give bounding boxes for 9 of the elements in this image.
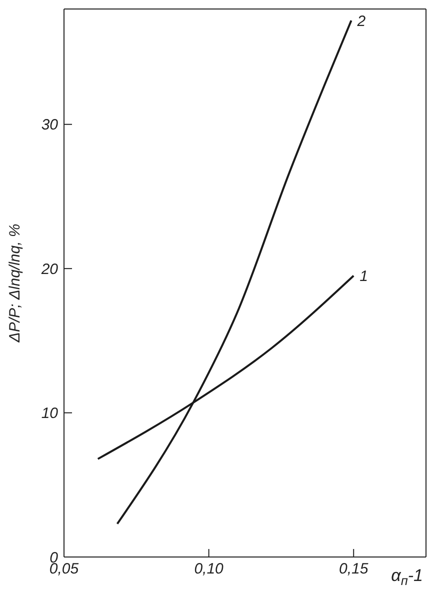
y-tick-label: 30 bbox=[41, 116, 59, 134]
annotation: 1 bbox=[360, 268, 368, 286]
x-axis-title: α$_{п}$-1 bbox=[391, 566, 423, 588]
annotation: 2 bbox=[356, 12, 366, 30]
y-tick-label: 20 bbox=[40, 260, 59, 278]
x-tick-label: 0,15 bbox=[339, 560, 369, 578]
y-axis-title: ΔP/P; Δlnq/lnq, % bbox=[6, 224, 24, 344]
x-tick-label: 0,10 bbox=[194, 560, 224, 578]
y-tick-label: 10 bbox=[41, 405, 59, 422]
